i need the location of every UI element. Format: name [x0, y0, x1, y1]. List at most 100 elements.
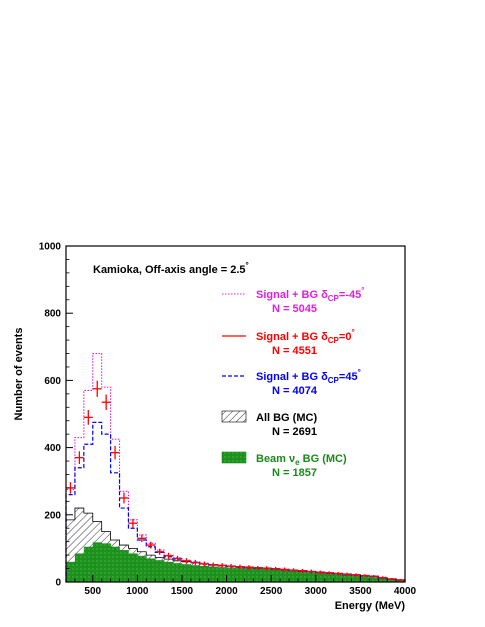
legend-count: N = 5045 — [272, 303, 317, 315]
bar-beam-ve-bg — [315, 572, 326, 582]
point-signal-dcp-0 — [181, 558, 191, 564]
legend-count: N = 4074 — [272, 385, 318, 397]
point-signal-dcp-0 — [333, 571, 343, 576]
bar-beam-ve-bg — [181, 564, 192, 582]
y-tick-label: 0 — [55, 578, 61, 589]
x-tick-label: 1000 — [126, 586, 149, 597]
legend-label: Signal + BG δCP=0° — [256, 328, 355, 345]
bar-beam-ve-bg — [342, 574, 352, 582]
point-signal-dcp-0 — [226, 563, 236, 569]
point-signal-dcp-0 — [173, 555, 182, 562]
bar-beam-ve-bg — [369, 577, 379, 582]
point-signal-dcp-0 — [101, 394, 111, 410]
x-tick-label: 3500 — [349, 586, 372, 597]
point-signal-dcp-0 — [208, 562, 218, 568]
bar-beam-ve-bg — [262, 568, 272, 582]
legend-count: N = 2691 — [272, 426, 317, 438]
bar-beam-ve-bg — [306, 572, 317, 582]
legend-label: Signal + BG δCP=45° — [256, 368, 361, 385]
bar-all-bg — [66, 519, 75, 582]
bar-beam-ve-bg — [110, 546, 120, 582]
point-signal-dcp-0 — [369, 574, 379, 578]
point-signal-dcp-0 — [92, 380, 102, 397]
bar-beam-ve-bg — [173, 563, 183, 582]
bar-beam-ve-bg — [378, 578, 388, 582]
point-signal-dcp-0 — [387, 577, 397, 580]
point-signal-dcp-0 — [164, 552, 174, 559]
bar-beam-ve-bg — [297, 571, 308, 582]
bar-beam-ve-bg — [83, 546, 94, 582]
y-tick-label: 200 — [44, 510, 61, 521]
point-signal-dcp-0 — [262, 566, 272, 571]
legend-entry-sig_0: Signal + BG δCP=0°N = 4551 — [222, 328, 355, 357]
point-signal-dcp-0 — [110, 445, 120, 460]
bar-beam-ve-bg — [396, 580, 406, 582]
bar-beam-ve-bg — [289, 570, 299, 582]
bar-beam-ve-bg — [137, 555, 147, 582]
legend-entry-sig_m45: Signal + BG δCP=-45°N = 5045 — [222, 286, 364, 315]
bar-beam-ve-bg — [235, 567, 245, 582]
bar-beam-ve-bg — [92, 542, 102, 582]
bar-beam-ve-bg — [199, 565, 210, 582]
bar-beam-ve-bg — [244, 568, 254, 582]
bar-beam-ve-bg — [155, 560, 165, 582]
bar-beam-ve-bg — [217, 567, 227, 582]
point-signal-dcp-0 — [253, 565, 263, 570]
chart-annotation: Kamioka, Off-axis angle = 2.5° — [93, 261, 249, 276]
bar-beam-ve-bg — [146, 558, 156, 582]
legend-count: N = 1857 — [272, 467, 317, 479]
point-signal-dcp-0 — [83, 409, 93, 425]
annotation-degree: ° — [246, 261, 249, 270]
point-signal-dcp-0 — [146, 541, 156, 549]
x-tick-label: 500 — [84, 586, 101, 597]
bar-beam-ve-bg — [74, 553, 85, 582]
point-signal-dcp-0 — [378, 576, 388, 579]
legend-count: N = 4551 — [272, 345, 317, 357]
x-tick-label: 1500 — [171, 586, 194, 597]
y-tick-label: 1000 — [39, 242, 62, 253]
point-signal-dcp-0 — [315, 570, 325, 574]
point-signal-dcp-0 — [289, 568, 298, 573]
point-signal-dcp-0 — [360, 574, 370, 577]
bar-beam-ve-bg — [360, 576, 370, 582]
point-signal-dcp-0 — [396, 578, 405, 581]
point-signal-dcp-0 — [235, 564, 245, 570]
point-signal-dcp-0 — [351, 573, 361, 577]
y-axis-label: Number of events — [13, 328, 25, 421]
point-signal-dcp-0 — [199, 561, 209, 567]
bar-beam-ve-bg — [387, 579, 397, 582]
bar-beam-ve-bg — [324, 573, 334, 582]
bar-beam-ve-bg — [333, 574, 343, 582]
legend-entry-all_bg: All BG (MC) N = 2691 — [221, 410, 317, 438]
point-signal-dcp-0 — [119, 492, 129, 504]
bar-beam-ve-bg — [208, 566, 218, 582]
bar-beam-ve-bg — [271, 569, 281, 582]
legend-label: Signal + BG δCP=-45° — [256, 286, 364, 303]
point-signal-dcp-0 — [271, 566, 281, 571]
point-signal-dcp-0 — [190, 559, 200, 566]
point-signal-dcp-0 — [244, 565, 254, 570]
bar-all-bg — [74, 508, 84, 582]
bar-beam-ve-bg — [66, 561, 76, 582]
point-signal-dcp-0 — [128, 518, 138, 528]
bar-beam-ve-bg — [190, 565, 201, 582]
point-signal-dcp-0 — [324, 571, 334, 575]
bar-beam-ve-bg — [280, 570, 290, 582]
x-tick-label: 2500 — [260, 586, 283, 597]
bar-beam-ve-bg — [351, 575, 361, 582]
y-tick-label: 600 — [44, 376, 61, 387]
bar-beam-ve-bg — [101, 543, 111, 582]
point-signal-dcp-0 — [217, 563, 227, 568]
axes: 500 1000 1500 2000 2500 3000 3500 4000 0 200 400 60… — [39, 242, 417, 598]
bar-beam-ve-bg — [164, 561, 174, 582]
x-axis-label: Energy (MeV) — [335, 600, 406, 612]
bar-beam-ve-bg — [253, 568, 263, 582]
legend-swatch — [221, 451, 247, 464]
legend-entry-sig_45: Signal + BG δCP=45°N = 4074 — [222, 368, 361, 397]
x-tick-label: 4000 — [394, 586, 417, 597]
legend-entry-beam_ve: Beam νe BG (MC)N = 1857 — [221, 451, 347, 479]
bar-beam-ve-bg — [128, 553, 138, 582]
legend-label: Beam νe BG (MC) — [256, 453, 347, 467]
x-tick-label: 3000 — [305, 586, 328, 597]
